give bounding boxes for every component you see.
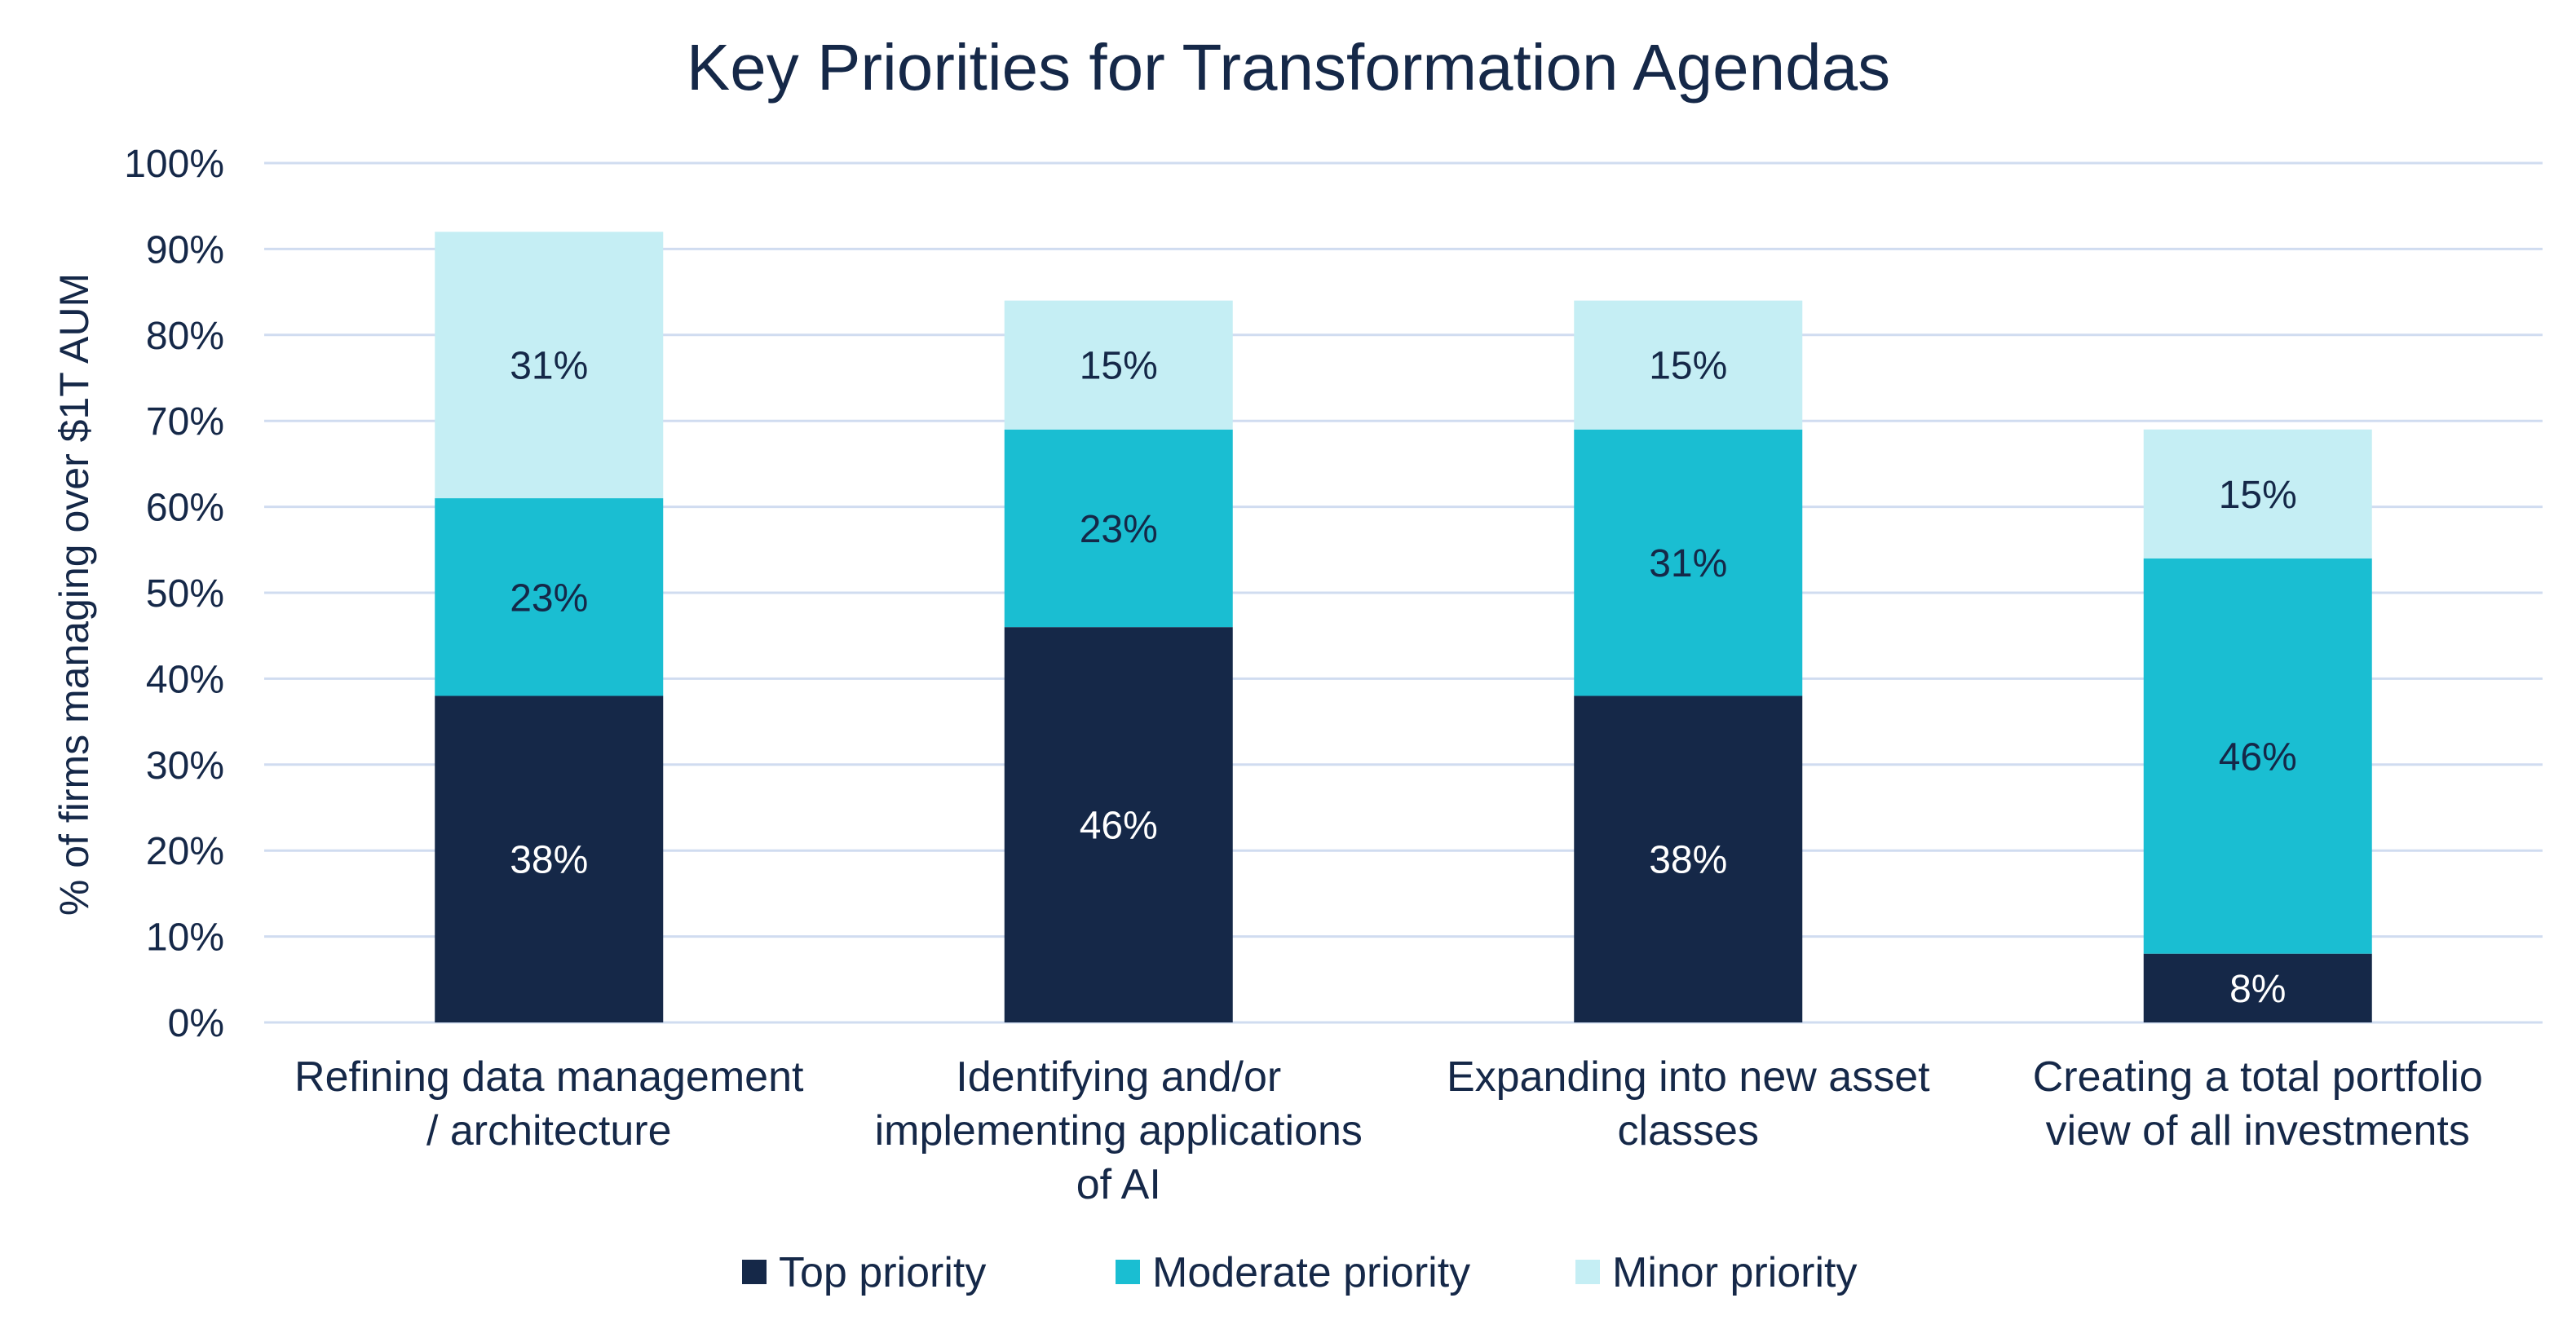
bar-segment bbox=[1004, 429, 1233, 628]
bar-segment bbox=[435, 695, 664, 1022]
data-label: 15% bbox=[1649, 345, 1727, 388]
bar-segment bbox=[1574, 695, 1803, 1022]
bar-segment bbox=[435, 498, 664, 696]
y-tick-label: 90% bbox=[146, 228, 224, 272]
bar-segment bbox=[1574, 300, 1803, 430]
y-tick-label: 10% bbox=[146, 916, 224, 960]
bar-segment bbox=[2143, 953, 2372, 1022]
legend-item: Minor priority bbox=[1575, 1249, 1858, 1296]
y-tick-label: 40% bbox=[146, 658, 224, 701]
x-tick-label: Creating a total portfolio bbox=[2033, 1053, 2483, 1101]
bar-segment bbox=[2143, 558, 2372, 954]
legend-swatch bbox=[1575, 1260, 1600, 1284]
data-label: 15% bbox=[2219, 474, 2297, 517]
x-tick-label: Identifying and/or bbox=[956, 1053, 1281, 1101]
y-tick-label: 70% bbox=[146, 400, 224, 444]
legend-swatch bbox=[742, 1260, 767, 1284]
legend-item: Moderate priority bbox=[1116, 1249, 1470, 1296]
y-tick-label: 50% bbox=[146, 572, 224, 616]
y-axis-label: % of firms managing over $1T AUM bbox=[51, 273, 97, 916]
data-label: 38% bbox=[510, 839, 588, 882]
data-label: 31% bbox=[1649, 542, 1727, 585]
legend-label: Top priority bbox=[779, 1249, 986, 1296]
data-label: 8% bbox=[2229, 968, 2286, 1011]
bar-segment bbox=[2143, 429, 2372, 559]
legend-swatch bbox=[1116, 1260, 1140, 1284]
data-label: 23% bbox=[510, 576, 588, 620]
bar-segment bbox=[1004, 627, 1233, 1022]
x-tick-label: Refining data management bbox=[294, 1053, 804, 1101]
x-tick-label: implementing applications bbox=[875, 1107, 1363, 1155]
x-tick-label: / architecture bbox=[426, 1107, 672, 1155]
data-label: 23% bbox=[1080, 508, 1158, 551]
y-tick-label: 100% bbox=[124, 143, 224, 186]
bar-segment bbox=[1574, 429, 1803, 696]
x-tick-label: of AI bbox=[1076, 1161, 1161, 1208]
y-tick-label: 20% bbox=[146, 830, 224, 873]
y-tick-label: 30% bbox=[146, 744, 224, 788]
data-label: 46% bbox=[2219, 735, 2297, 779]
y-tick-label: 60% bbox=[146, 487, 224, 530]
legend-label: Minor priority bbox=[1612, 1249, 1858, 1296]
x-tick-label: classes bbox=[1618, 1107, 1759, 1155]
data-label: 31% bbox=[510, 345, 588, 388]
data-label: 46% bbox=[1080, 805, 1158, 848]
y-tick-label: 0% bbox=[168, 1002, 224, 1045]
bar-segment bbox=[1004, 300, 1233, 430]
legend-item: Top priority bbox=[742, 1249, 986, 1296]
y-tick-label: 80% bbox=[146, 315, 224, 358]
legend-label: Moderate priority bbox=[1152, 1249, 1470, 1296]
x-tick-label: view of all investments bbox=[2046, 1107, 2470, 1155]
x-tick-label: Expanding into new asset bbox=[1447, 1053, 1930, 1101]
chart-title: Key Priorities for Transformation Agenda… bbox=[687, 31, 1890, 104]
data-label: 38% bbox=[1649, 839, 1727, 882]
bar-segment bbox=[435, 232, 664, 499]
data-label: 15% bbox=[1080, 345, 1158, 388]
